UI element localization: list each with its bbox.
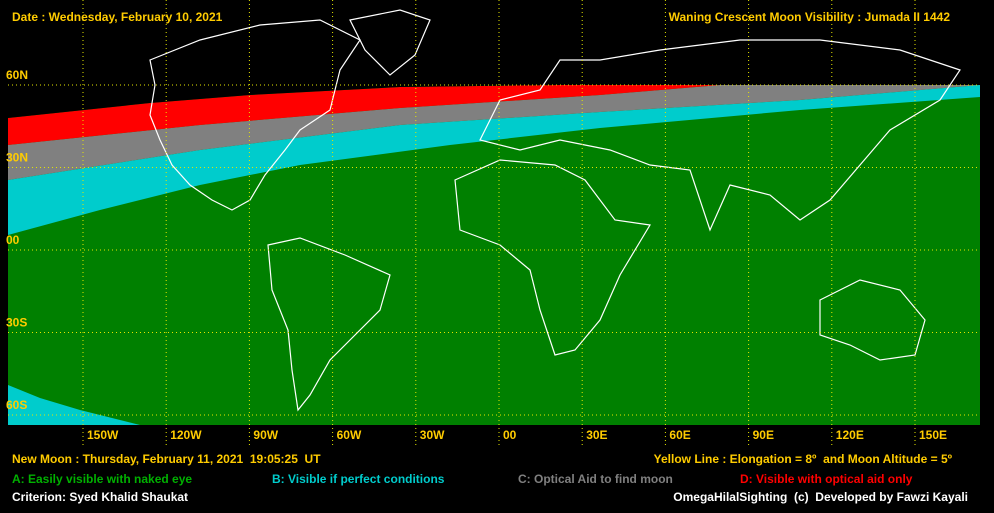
credit: OmegaHilalSighting (c) Developed by Fawz… bbox=[673, 490, 968, 504]
longitude-strip bbox=[8, 425, 980, 447]
latitude-label: 60N bbox=[6, 68, 28, 82]
australia bbox=[819, 279, 926, 361]
north-america bbox=[149, 19, 361, 211]
greenland bbox=[349, 9, 431, 76]
latitude-label: 30S bbox=[6, 316, 27, 330]
legend-item: A: Easily visible with naked eye bbox=[12, 472, 192, 486]
longitude-label: 30W bbox=[420, 428, 445, 442]
criterion: Criterion: Syed Khalid Shaukat bbox=[12, 490, 188, 504]
visibility-zones bbox=[8, 0, 980, 425]
zone-c bbox=[8, 85, 980, 180]
latitude-label: 30N bbox=[6, 151, 28, 165]
legend-item: C: Optical Aid to find moon bbox=[518, 472, 673, 486]
zone-d bbox=[8, 85, 980, 145]
africa bbox=[454, 159, 651, 356]
longitude-label: 60E bbox=[669, 428, 690, 442]
longitude-label: 60W bbox=[337, 428, 362, 442]
zone-b-south bbox=[8, 385, 140, 425]
no-visibility bbox=[8, 0, 980, 118]
zone-b bbox=[8, 85, 980, 235]
eurasia bbox=[479, 39, 961, 232]
date-label: Date : Wednesday, February 10, 2021 bbox=[12, 10, 223, 24]
legend-item: D: Visible with optical aid only bbox=[740, 472, 913, 486]
graticule: 60N 30N 00 30S 60S 150W 120W 90W 60W 30W 00 30E 60E 9… bbox=[6, 0, 980, 447]
longitude-label: 120W bbox=[170, 428, 202, 442]
new-moon-label: New Moon : Thursday, February 11, 2021 1… bbox=[12, 452, 321, 466]
coastlines bbox=[149, 9, 961, 412]
longitude-label: 90W bbox=[253, 428, 278, 442]
legend-item: B: Visible if perfect conditions bbox=[272, 472, 445, 486]
south-america bbox=[267, 237, 391, 412]
longitude-label: 30E bbox=[586, 428, 607, 442]
longitude-label: 120E bbox=[836, 428, 864, 442]
latitude-label: 00 bbox=[6, 233, 20, 247]
longitude-label: 00 bbox=[503, 428, 517, 442]
longitude-label: 150E bbox=[919, 428, 947, 442]
map-title: Waning Crescent Moon Visibility : Jumada… bbox=[669, 10, 951, 24]
legend: A: Easily visible with naked eye B: Visib… bbox=[12, 472, 913, 486]
longitude-label: 90E bbox=[753, 428, 774, 442]
yellow-line-note: Yellow Line : Elongation = 8º and Moon A… bbox=[654, 452, 953, 466]
latitude-label: 60S bbox=[6, 398, 27, 412]
longitude-label: 150W bbox=[87, 428, 119, 442]
